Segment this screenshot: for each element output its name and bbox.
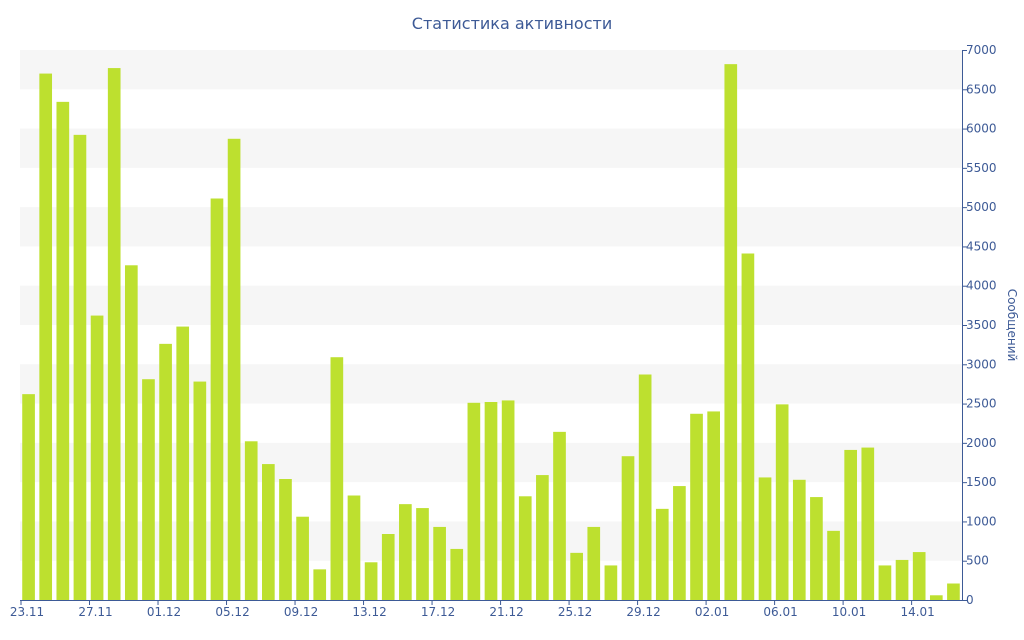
bar-07.12: [262, 464, 275, 600]
bar-28.11: [107, 68, 121, 601]
bar-07.01: [792, 479, 806, 600]
y-tick-label: 2000: [966, 436, 997, 450]
y-tick-label: 6000: [966, 122, 997, 136]
bar-30.12: [655, 508, 669, 600]
bar-06.01: [775, 404, 789, 600]
x-tick-label: 10.01: [832, 605, 866, 619]
bar-22.12: [518, 496, 532, 600]
bar-21.12: [501, 400, 515, 600]
bar-10.12: [313, 569, 327, 600]
bar-09.12: [296, 516, 309, 600]
bar-15.01: [929, 595, 943, 600]
bar-25.12: [570, 552, 583, 600]
x-tick-label: 17.12: [421, 605, 455, 619]
grid-band: [20, 128, 962, 168]
bar-13.01: [895, 559, 909, 600]
bar-01.01: [690, 413, 703, 600]
bar-02.01: [707, 411, 720, 600]
bar-03.12: [193, 381, 207, 600]
y-tick-label: 0: [966, 593, 974, 607]
bar-14.01: [912, 552, 926, 600]
bar-10.01: [844, 449, 858, 600]
x-tick-label: 25.12: [558, 605, 592, 619]
bars-group: [22, 64, 960, 601]
x-tick-label: 13.12: [352, 605, 386, 619]
bar-23.12: [536, 475, 549, 600]
x-tick-label: 21.12: [489, 605, 523, 619]
bar-12.12: [347, 495, 361, 600]
bar-29.11: [124, 265, 138, 600]
y-tick-label: 3000: [966, 357, 997, 371]
y-axis: 0 500 1000 1500 2000 2500 3000 3500 4000 4500 5000…: [962, 43, 997, 607]
y-tick-label: 1000: [966, 514, 997, 528]
bar-27.12: [604, 565, 618, 600]
x-tick-label: 27.11: [78, 605, 112, 619]
y-tick-label: 4500: [966, 239, 997, 253]
bar-03.01: [724, 64, 738, 600]
y-tick-label: 2500: [966, 397, 997, 411]
bar-26.11: [73, 134, 87, 600]
grid-band: [20, 50, 962, 90]
bar-04.12: [210, 198, 224, 600]
x-tick-label: 23.11: [10, 605, 44, 619]
bar-29.12: [638, 374, 652, 600]
bar-11.01: [861, 447, 875, 600]
bar-18.12: [450, 548, 464, 600]
y-tick-label: 7000: [966, 43, 997, 57]
bar-17.12: [433, 526, 446, 600]
bar-05.12: [227, 138, 241, 601]
bar-16.01: [947, 583, 960, 600]
bar-19.12: [467, 402, 481, 600]
bar-24.11: [39, 73, 53, 601]
bar-28.12: [621, 456, 635, 600]
bar-30.11: [142, 379, 155, 600]
bar-25.11: [56, 101, 70, 600]
bar-14.12: [381, 534, 395, 600]
y-tick-label: 4000: [966, 279, 997, 293]
bar-08.12: [279, 479, 292, 600]
bar-04.01: [741, 253, 755, 600]
bar-27.11: [90, 315, 104, 600]
y-tick-label: 5500: [966, 161, 997, 175]
x-tick-label: 02.01: [695, 605, 729, 619]
bar-05.01: [758, 477, 772, 600]
x-tick-label: 09.12: [284, 605, 318, 619]
grid-band: [20, 285, 962, 325]
bar-20.12: [484, 402, 498, 600]
x-tick-label: 14.01: [900, 605, 934, 619]
x-axis: 23.11 27.11 01.12 05.12 09.12 13.12 17.12 21.12…: [10, 600, 935, 619]
bar-09.01: [827, 530, 840, 600]
bar-08.01: [810, 497, 823, 600]
bar-15.12: [399, 504, 412, 600]
y-tick-label: 500: [966, 554, 989, 568]
chart-title: Статистика активности: [411, 14, 613, 33]
bar-12.01: [878, 565, 892, 600]
y-tick-label: 3500: [966, 318, 997, 332]
bar-23.11: [22, 394, 35, 600]
y-axis-title: Сообщений: [1005, 289, 1019, 362]
bar-31.12: [673, 486, 686, 600]
bar-01.12: [159, 343, 172, 600]
x-tick-label: 29.12: [626, 605, 660, 619]
y-tick-label: 1500: [966, 475, 997, 489]
bar-02.12: [176, 326, 190, 600]
bar-24.12: [553, 431, 566, 600]
y-tick-label: 5000: [966, 200, 997, 214]
bar-11.12: [330, 357, 344, 600]
x-tick-label: 01.12: [147, 605, 181, 619]
x-tick-label: 06.01: [763, 605, 797, 619]
bar-16.12: [416, 508, 429, 600]
bar-06.12: [244, 441, 258, 600]
grid-band: [20, 207, 962, 247]
x-tick-label: 05.12: [215, 605, 249, 619]
bar-13.12: [364, 562, 378, 600]
y-tick-label: 6500: [966, 82, 997, 96]
bar-26.12: [587, 526, 601, 600]
